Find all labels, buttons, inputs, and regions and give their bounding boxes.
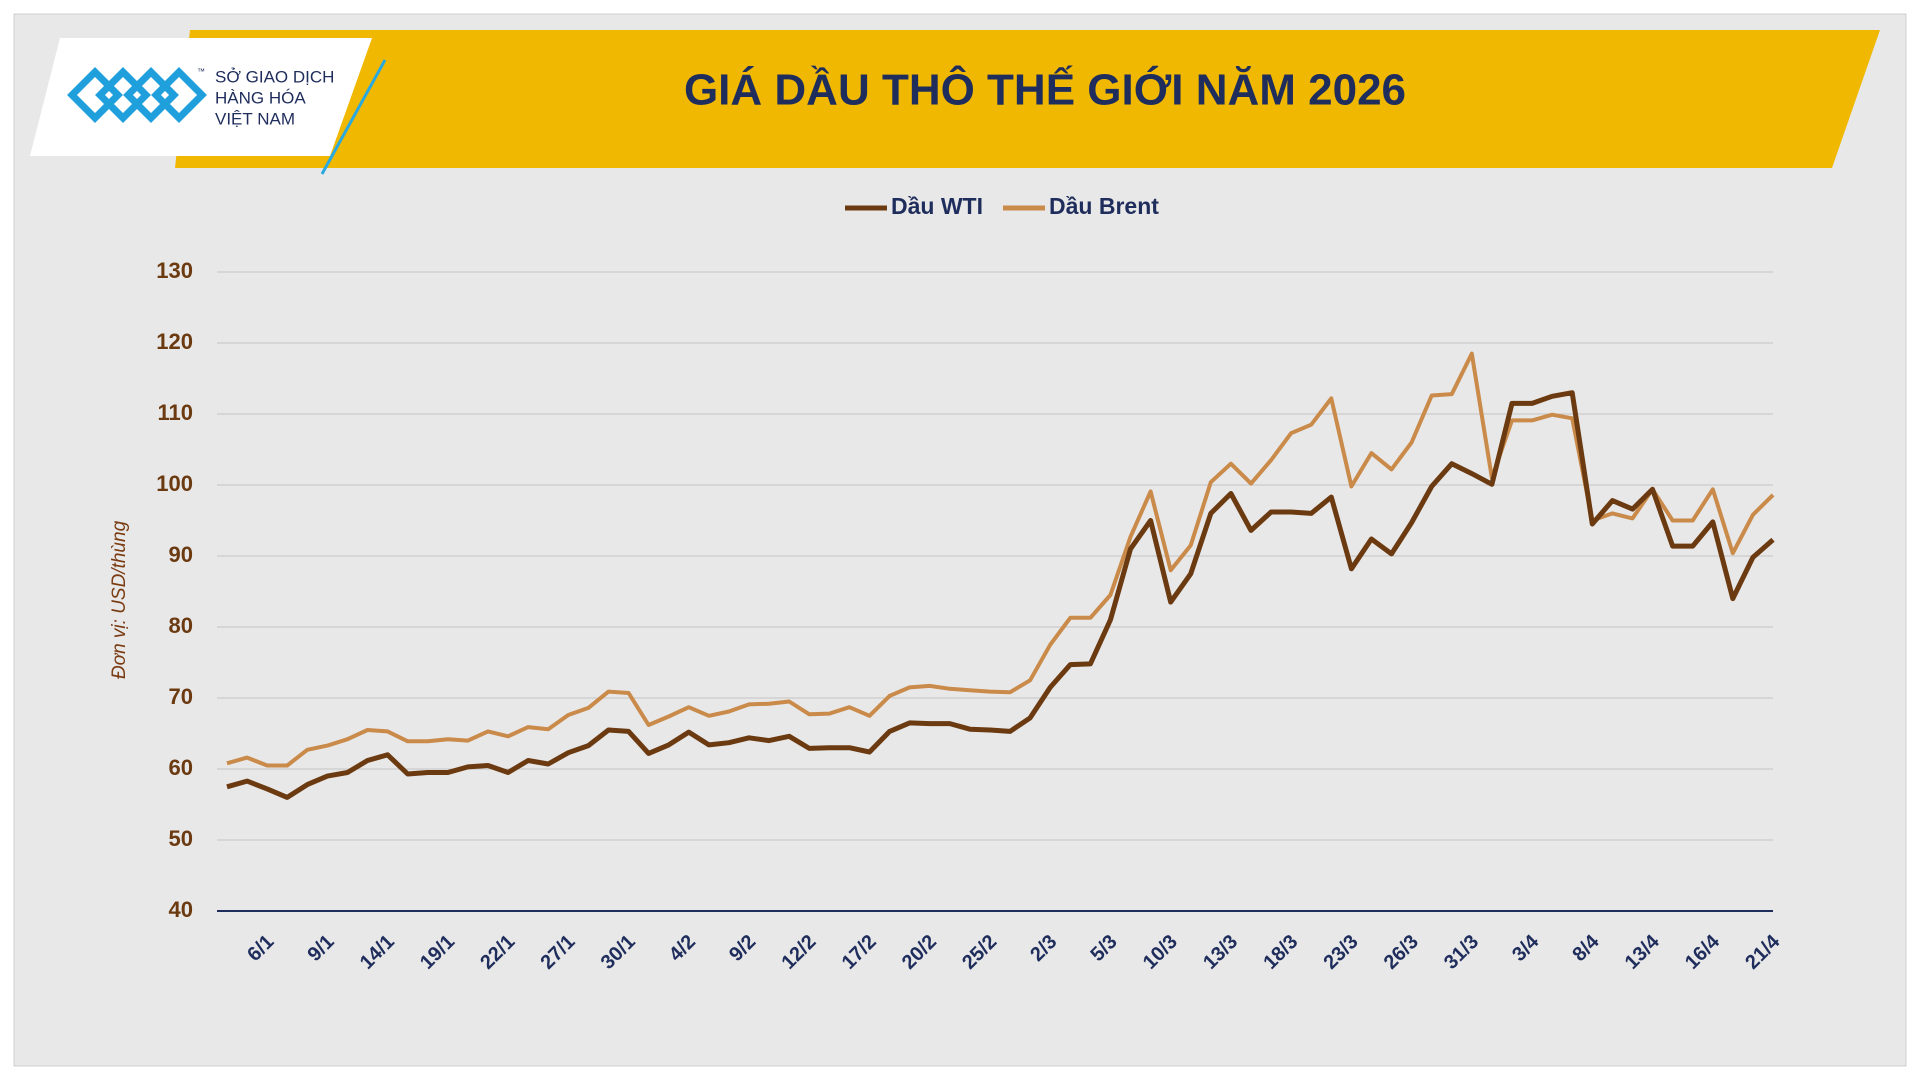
logo-text: HÀNG HÓA — [215, 88, 306, 107]
logo-text: SỞ GIAO DỊCH — [215, 67, 334, 86]
background — [13, 13, 1907, 1067]
title-banner — [175, 30, 1880, 168]
y-axis-title: Đơn vị: USD/thùng — [109, 520, 130, 679]
y-tick-label: 70 — [169, 684, 193, 709]
legend-label: Dầu WTI — [891, 193, 983, 219]
logo-accent — [320, 59, 387, 175]
y-tick-label: 120 — [156, 329, 193, 354]
series-line — [226, 390, 1775, 800]
logo-text: VIỆT NAM — [215, 109, 295, 128]
y-tick-label: 100 — [156, 471, 193, 496]
legend-label: Dầu Brent — [1049, 193, 1159, 219]
y-tick-label: 60 — [169, 755, 193, 780]
chart-title: GIÁ DẦU THÔ THẾ GIỚI NĂM 2026 — [684, 64, 1406, 115]
y-tick-label: 50 — [169, 826, 193, 851]
y-tick-label: 110 — [158, 400, 194, 425]
y-tick-label: 80 — [169, 613, 193, 638]
y-tick-label: 90 — [169, 542, 193, 567]
logo-icon — [67, 67, 207, 123]
logo-trademark: ™ — [197, 67, 205, 76]
y-tick-label: 130 — [156, 258, 193, 283]
y-tick-label: 40 — [169, 897, 193, 922]
series-line — [226, 351, 1775, 768]
